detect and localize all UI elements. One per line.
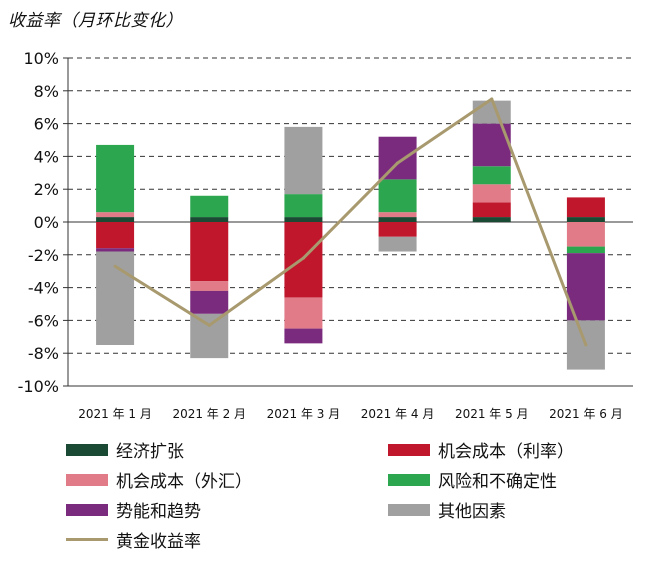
bar-segment [284,328,323,344]
y-tick-label: -10% [18,377,59,396]
y-tick-label: 4% [34,147,59,166]
bar-segment [190,313,229,359]
bar-segment [284,297,323,329]
axis-labels: -10% -8% -6% -4% -2% 0% 2% 4% 6% 8% 10% 2021 年 1 月 2… [18,49,623,421]
legend-item: 其他因素 [388,497,506,522]
bars [96,100,605,370]
bar-segment [566,246,605,254]
y-tick-label: -6% [28,311,59,330]
bar-segment [190,195,229,218]
x-tick-label: 2021 年 1 月 [78,407,152,421]
gold-return-line [113,97,588,347]
line-series [114,97,588,346]
bar-segment [566,217,605,222]
legend-swatch [388,503,430,516]
x-tick-label: 2021 年 4 月 [361,407,435,421]
line-point [113,264,117,268]
legend-label: 其他因素 [438,502,506,522]
bar-segment [190,290,229,314]
axes [63,57,633,387]
bar-segment [472,217,511,222]
bar-segment [472,202,511,218]
bar-segment [378,222,417,237]
chart-plot: -10% -8% -6% -4% -2% 0% 2% 4% 6% 8% 10% 2021 年 1 月 2… [18,49,633,421]
y-tick-label: -8% [28,344,59,363]
bar-segment [472,100,511,124]
bar-segment [96,212,135,218]
bar-segment [96,248,135,252]
x-tick-label: 2021 年 2 月 [172,407,246,421]
bar-segment [190,222,229,282]
y-tick-label: 2% [34,180,59,199]
y-tick-label: 8% [34,82,59,101]
legend-line-swatch [66,538,108,541]
bar-segment [378,179,417,213]
legend-item: 势能和趋势 [66,497,201,522]
x-tick-label: 2021 年 5 月 [455,407,529,421]
bar-segment [190,217,229,222]
legend-swatch [66,473,108,486]
chart-title: 收益率（月环比变化） [8,11,183,31]
x-tick-label: 2021 年 6 月 [549,407,623,421]
bar-segment [472,166,511,185]
line-point [207,323,211,327]
legend-swatch [66,503,108,516]
bar-segment [472,184,511,203]
legend-swatch [388,443,430,456]
line-point [584,343,588,347]
bar-segment [378,217,417,222]
legend-label: 机会成本（外汇） [116,472,252,492]
bar-segment [96,222,135,249]
legend-swatch [66,443,108,456]
bar-segment [96,217,135,222]
bar-segment [378,212,417,218]
bar-segment [566,222,605,247]
legend-label: 风险和不确定性 [438,472,557,492]
legend-label: 黄金收益率 [116,532,201,552]
bar-segment [190,281,229,291]
line-point [301,256,305,260]
legend-swatch [388,473,430,486]
bar-segment [566,197,605,218]
legend-item: 经济扩张 [66,437,184,462]
y-tick-label: 10% [23,49,59,68]
y-tick-label: -4% [28,279,59,298]
x-tick-label: 2021 年 3 月 [267,407,341,421]
bar-segment [378,236,417,252]
legend-label: 机会成本（利率） [438,442,574,462]
legend-item: 机会成本（外汇） [66,467,252,492]
line-point [396,161,400,165]
bar-segment [96,144,135,213]
bar-segment [284,126,323,195]
line-point [490,97,494,101]
bar-segment [284,194,323,218]
bar-segment [378,136,417,180]
legend-item: 机会成本（利率） [388,437,574,462]
legend-label: 势能和趋势 [116,502,201,522]
y-tick-label: 6% [34,115,59,134]
grid-lines [68,57,633,354]
y-tick-label: -2% [28,246,59,265]
legend-label: 经济扩张 [116,442,184,462]
y-tick-label: 0% [34,213,59,232]
legend-item: 风险和不确定性 [388,467,557,492]
legend-item: 黄金收益率 [66,527,201,552]
bar-segment [284,217,323,222]
